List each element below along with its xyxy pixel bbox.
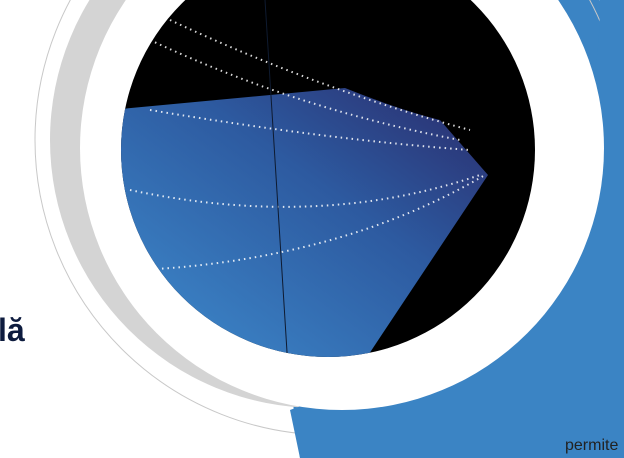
blue-shape-front [290, 0, 624, 458]
blue-panel [121, 88, 488, 357]
inner-image [121, 0, 535, 357]
body-text: permite [565, 437, 619, 454]
dotted-lines [129, 19, 486, 271]
divider [264, 0, 291, 357]
heading: lă [0, 312, 25, 348]
